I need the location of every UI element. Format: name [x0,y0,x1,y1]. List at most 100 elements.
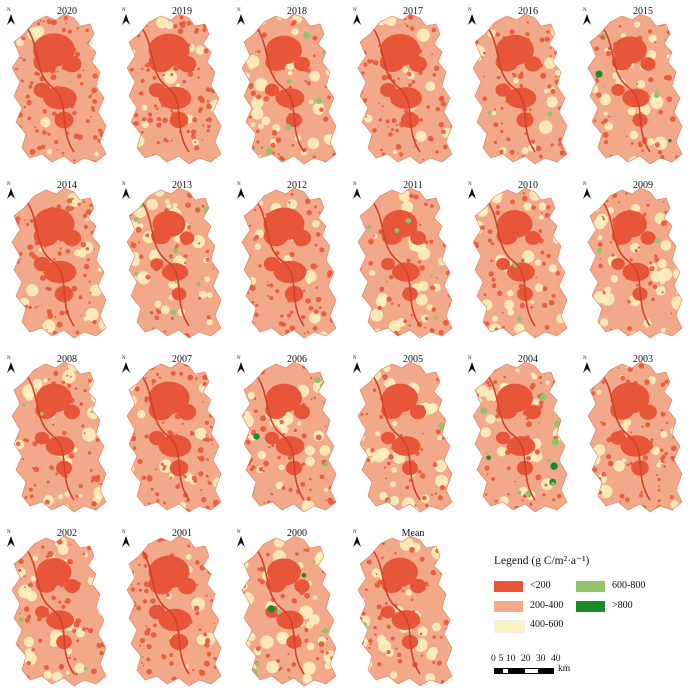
map-panel: 2002 N [2,524,115,694]
north-arrow-icon: N [236,8,246,26]
legend-swatch [576,601,605,612]
npp-map [126,361,222,513]
panel-year-label: 2007 [172,354,192,365]
legend-swatch [494,620,525,633]
scale-tick-label: 5 [498,654,504,664]
map-panel: 2011 N [348,176,461,346]
map-panel: 2019 N [117,2,230,172]
map-panel: 2013 N [117,176,230,346]
scale-segment [501,668,509,674]
north-arrow-icon: N [236,182,246,200]
scale-tick-label: 30 [536,654,546,664]
npp-map [357,535,453,687]
north-arrow-icon: N [582,356,592,374]
panel-year-label: 2013 [172,180,192,191]
npp-map [126,187,222,339]
map-panel: 2012 N [232,176,345,346]
panel-year-label: 2001 [172,528,192,539]
north-arrow-icon: N [352,182,362,200]
npp-map [587,187,683,339]
npp-map [472,361,568,513]
npp-map [472,187,568,339]
map-panel: 2001 N [117,524,230,694]
north-arrow-icon: N [236,530,246,548]
legend: Legend (g C/m²·a⁻¹) <200 200-400 400-600… [490,553,680,693]
scale-unit-label: km [558,664,571,674]
map-panel: 2003 N [578,350,691,520]
panel-year-label: 2004 [518,354,538,365]
panel-year-label: 2019 [172,6,192,17]
legend-label: 400-600 [530,619,564,630]
panel-year-label: 2005 [403,354,423,365]
map-panel: 2008 N [2,350,115,520]
panel-year-label: 2003 [633,354,653,365]
npp-map [357,187,453,339]
panel-year-label: 2006 [287,354,307,365]
npp-map [11,361,107,513]
legend-label: <200 [530,580,551,591]
npp-map [587,13,683,165]
panel-year-label: 2011 [403,180,423,191]
map-panel: 2015 N [578,2,691,172]
north-arrow-icon: N [121,182,131,200]
map-panel: Mean N [348,524,461,694]
npp-map [241,361,337,513]
legend-label: 600-800 [612,580,646,591]
npp-map [126,13,222,165]
npp-map [11,13,107,165]
scale-tick-label: 20 [521,654,531,664]
map-panel: 2009 N [578,176,691,346]
panel-year-label: 2015 [633,6,653,17]
map-panel: 2017 N [348,2,461,172]
panel-year-label: 2016 [518,6,538,17]
north-arrow-icon: N [352,8,362,26]
npp-map [472,13,568,165]
north-arrow-icon: N [582,8,592,26]
north-arrow-icon: N [121,8,131,26]
scale-bar: 0 5 10 20 30 40 km [491,654,604,684]
npp-map [241,13,337,165]
north-arrow-icon: N [121,530,131,548]
north-arrow-icon: N [467,356,477,374]
scale-segment [524,668,539,674]
scale-segment [494,668,502,674]
panel-year-label: 2008 [57,354,77,365]
map-panel: 2014 N [2,176,115,346]
map-panel: 2004 N [463,350,576,520]
north-arrow-icon: N [6,530,16,548]
panel-year-label: 2009 [633,180,653,191]
north-arrow-icon: N [352,530,362,548]
map-panel: 2010 N [463,176,576,346]
legend-swatch [494,601,523,612]
panel-year-label: 2017 [403,6,423,17]
north-arrow-icon: N [6,182,16,200]
npp-map [11,187,107,339]
north-arrow-icon: N [352,356,362,374]
panel-year-label: 2000 [287,528,307,539]
scale-segment [509,668,524,674]
map-panel: 2020 N [2,2,115,172]
north-arrow-icon: N [582,182,592,200]
npp-map [357,13,453,165]
map-panel: 2016 N [463,2,576,172]
north-arrow-icon: N [236,356,246,374]
scale-tick-label: 0 [491,654,496,664]
panel-year-label: 2018 [287,6,307,17]
north-arrow-icon: N [121,356,131,374]
npp-map [241,187,337,339]
legend-title: Legend (g C/m²·a⁻¹) [494,555,590,567]
map-panel: 2006 N [232,350,345,520]
npp-map [241,535,337,687]
scale-segment [539,668,554,674]
legend-swatch [494,581,523,592]
legend-label: 200-400 [530,600,564,611]
legend-swatch [576,581,605,592]
map-panel: 2000 N [232,524,345,694]
panel-year-label: Mean [401,528,425,539]
npp-map [126,535,222,687]
scale-tick-label: 40 [551,654,561,664]
panel-year-label: 2014 [57,180,77,191]
npp-map [357,361,453,513]
npp-map [11,535,107,687]
